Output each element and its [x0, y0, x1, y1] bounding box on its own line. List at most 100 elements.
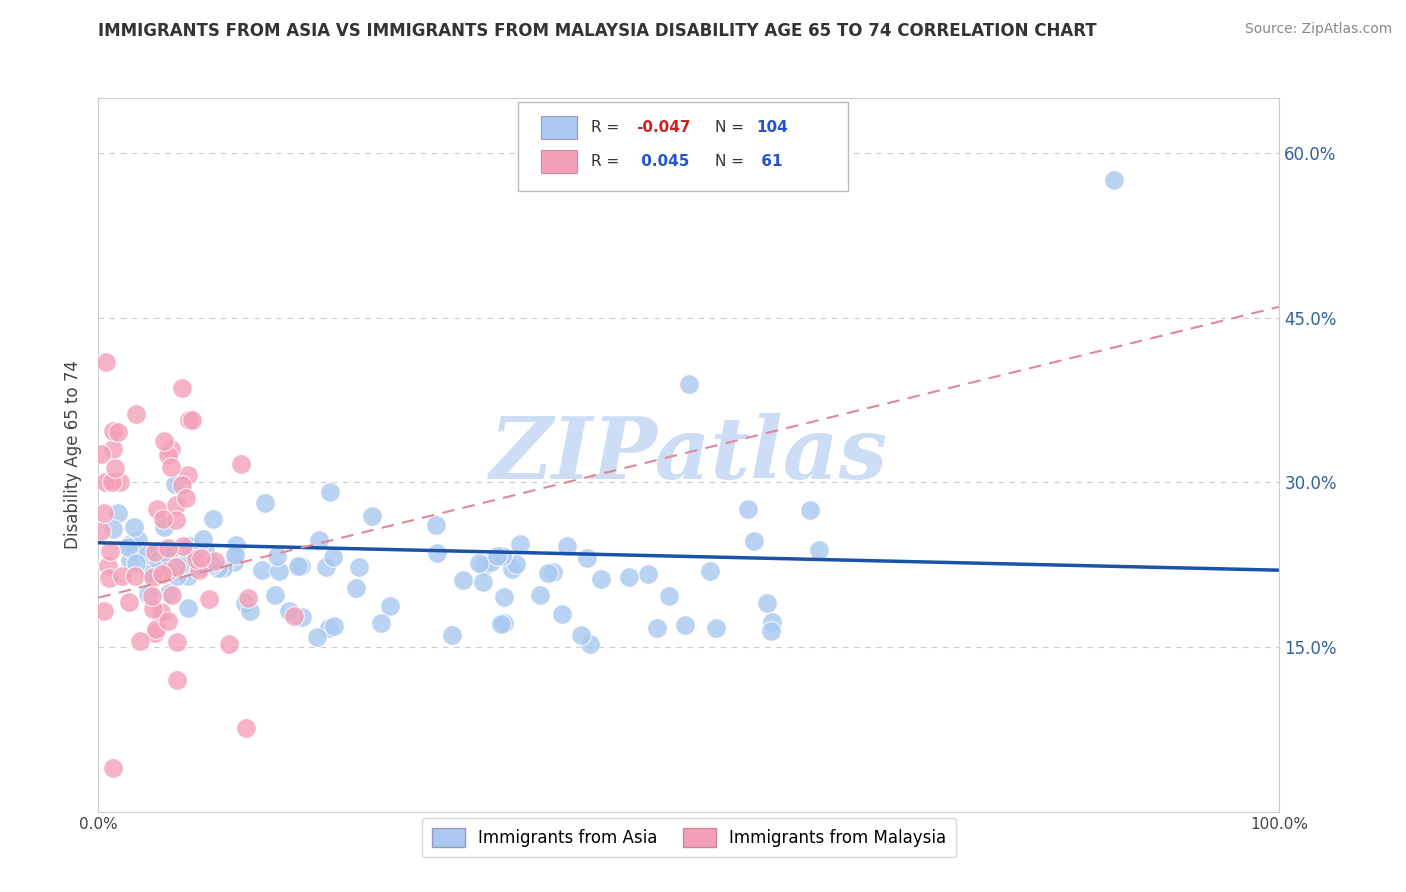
Point: [254, 495, 277, 509]
Point: [94, 475, 117, 489]
Point: [90, 447, 112, 461]
Point: [170, 478, 193, 492]
Point: [235, 721, 257, 735]
Point: [127, 533, 149, 547]
Point: [165, 498, 187, 512]
Point: [166, 568, 188, 582]
Point: [479, 555, 502, 569]
Text: R =: R =: [591, 120, 619, 135]
Point: [104, 461, 127, 475]
Point: [263, 588, 285, 602]
Point: [322, 550, 344, 565]
Point: [761, 615, 783, 629]
Point: [153, 434, 176, 449]
Point: [167, 556, 190, 570]
Point: [756, 596, 779, 610]
Point: [370, 615, 392, 630]
Bar: [541, 150, 576, 173]
Point: [204, 553, 226, 567]
Point: [191, 560, 214, 574]
Point: [120, 537, 142, 551]
Point: [307, 631, 329, 645]
Point: [347, 560, 370, 574]
Point: [136, 547, 159, 561]
Point: [492, 616, 515, 631]
Point: [107, 425, 129, 439]
Point: [799, 503, 821, 517]
Text: IMMIGRANTS FROM ASIA VS IMMIGRANTS FROM MALAYSIA DISABILITY AGE 65 TO 74 CORRELA: IMMIGRANTS FROM ASIA VS IMMIGRANTS FROM …: [98, 22, 1097, 40]
Point: [146, 502, 169, 516]
Point: [107, 506, 129, 520]
Point: [148, 544, 170, 558]
Point: [177, 601, 200, 615]
Point: [551, 607, 574, 621]
Y-axis label: Disability Age 65 to 74: Disability Age 65 to 74: [65, 360, 83, 549]
Point: [198, 592, 221, 607]
Point: [291, 609, 314, 624]
Point: [101, 761, 124, 775]
Point: [201, 558, 224, 573]
Point: [167, 558, 190, 573]
Bar: [541, 116, 576, 139]
Point: [165, 560, 187, 574]
Text: 0.045: 0.045: [636, 154, 689, 169]
Point: [737, 501, 759, 516]
Point: [318, 621, 340, 635]
Point: [117, 540, 139, 554]
Point: [645, 621, 668, 635]
Point: [166, 634, 188, 648]
Point: [323, 619, 346, 633]
Point: [120, 553, 142, 567]
Point: [699, 565, 721, 579]
Point: [224, 548, 246, 562]
Point: [170, 380, 193, 394]
Point: [619, 570, 641, 584]
Text: ZIPatlas: ZIPatlas: [489, 413, 889, 497]
Point: [658, 589, 681, 603]
Point: [589, 572, 612, 586]
Point: [267, 564, 290, 578]
Point: [101, 425, 124, 439]
Point: [194, 544, 217, 558]
Point: [176, 552, 198, 566]
Point: [505, 558, 527, 572]
Point: [491, 549, 513, 563]
Point: [233, 596, 256, 610]
Point: [486, 549, 509, 563]
Point: [101, 442, 124, 457]
Point: [344, 581, 367, 595]
Point: [93, 506, 115, 520]
Point: [157, 549, 180, 564]
Point: [160, 588, 183, 602]
Point: [155, 544, 177, 558]
Point: [125, 556, 148, 570]
Point: [637, 567, 659, 582]
Point: [193, 532, 215, 546]
Point: [156, 448, 179, 462]
Point: [156, 564, 179, 578]
Point: [218, 637, 240, 651]
Point: [142, 602, 165, 616]
Point: [157, 541, 180, 555]
Text: Source: ZipAtlas.com: Source: ZipAtlas.com: [1244, 22, 1392, 37]
Text: 104: 104: [756, 120, 787, 135]
Text: N =: N =: [714, 154, 744, 169]
Point: [98, 544, 121, 558]
Point: [472, 559, 495, 574]
Point: [678, 376, 700, 391]
Point: [124, 569, 146, 583]
Point: [108, 475, 131, 490]
Point: [101, 475, 124, 489]
Point: [569, 628, 592, 642]
Point: [380, 599, 402, 613]
Point: [141, 589, 163, 603]
Point: [177, 569, 200, 583]
Point: [190, 550, 212, 565]
Point: [425, 518, 447, 533]
Point: [179, 413, 201, 427]
Point: [529, 588, 551, 602]
Point: [225, 538, 247, 552]
Point: [163, 476, 186, 491]
Text: 61: 61: [756, 154, 783, 169]
Point: [283, 609, 305, 624]
